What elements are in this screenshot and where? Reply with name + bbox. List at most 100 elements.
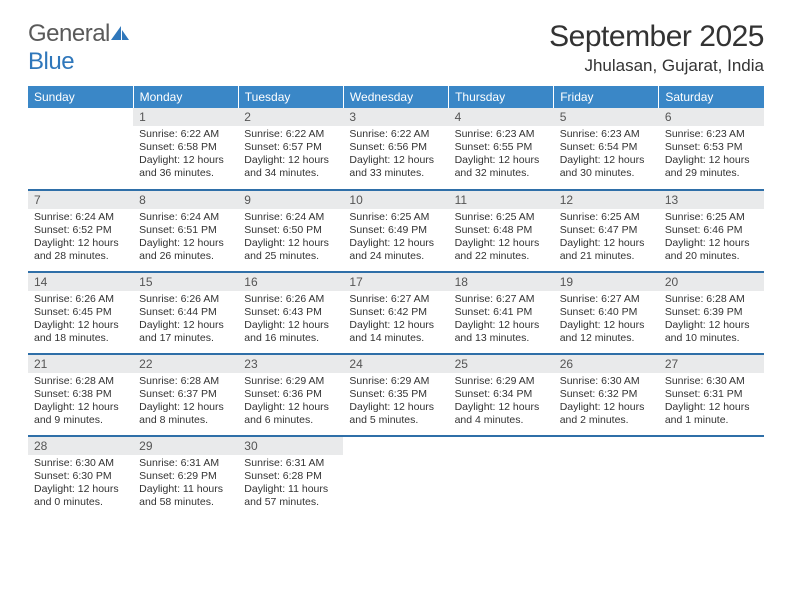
calendar-day-cell: 18Sunrise: 6:27 AMSunset: 6:41 PMDayligh… — [449, 272, 554, 354]
sunrise-text: Sunrise: 6:23 AM — [665, 128, 758, 141]
daylight-text: Daylight: 12 hours and 0 minutes. — [34, 483, 127, 509]
calendar-weekday-header: Sunday Monday Tuesday Wednesday Thursday… — [28, 86, 764, 108]
calendar-day-cell: 14Sunrise: 6:26 AMSunset: 6:45 PMDayligh… — [28, 272, 133, 354]
sunrise-text: Sunrise: 6:28 AM — [139, 375, 232, 388]
day-details: Sunrise: 6:29 AMSunset: 6:34 PMDaylight:… — [449, 373, 554, 432]
calendar-day-cell: 9Sunrise: 6:24 AMSunset: 6:50 PMDaylight… — [238, 190, 343, 272]
sunset-text: Sunset: 6:34 PM — [455, 388, 548, 401]
daylight-text: Daylight: 12 hours and 1 minute. — [665, 401, 758, 427]
day-number: 2 — [238, 108, 343, 126]
location-subtitle: Jhulasan, Gujarat, India — [549, 56, 764, 76]
day-number: 24 — [343, 355, 448, 373]
day-details: Sunrise: 6:25 AMSunset: 6:49 PMDaylight:… — [343, 209, 448, 268]
logo-word-2: Blue — [28, 48, 74, 75]
sunrise-text: Sunrise: 6:26 AM — [139, 293, 232, 306]
day-number: 28 — [28, 437, 133, 455]
calendar-day-cell: 29Sunrise: 6:31 AMSunset: 6:29 PMDayligh… — [133, 436, 238, 518]
sunrise-text: Sunrise: 6:27 AM — [349, 293, 442, 306]
calendar-body: 1Sunrise: 6:22 AMSunset: 6:58 PMDaylight… — [28, 108, 764, 518]
calendar-day-cell: 22Sunrise: 6:28 AMSunset: 6:37 PMDayligh… — [133, 354, 238, 436]
day-number: 19 — [554, 273, 659, 291]
sunrise-text: Sunrise: 6:25 AM — [455, 211, 548, 224]
day-details: Sunrise: 6:28 AMSunset: 6:37 PMDaylight:… — [133, 373, 238, 432]
sunset-text: Sunset: 6:54 PM — [560, 141, 653, 154]
sunset-text: Sunset: 6:30 PM — [34, 470, 127, 483]
day-details: Sunrise: 6:27 AMSunset: 6:40 PMDaylight:… — [554, 291, 659, 350]
daylight-text: Daylight: 12 hours and 13 minutes. — [455, 319, 548, 345]
day-number: 15 — [133, 273, 238, 291]
sunset-text: Sunset: 6:38 PM — [34, 388, 127, 401]
day-number: 23 — [238, 355, 343, 373]
daylight-text: Daylight: 12 hours and 22 minutes. — [455, 237, 548, 263]
sunset-text: Sunset: 6:51 PM — [139, 224, 232, 237]
weekday-header: Thursday — [449, 86, 554, 108]
sunset-text: Sunset: 6:43 PM — [244, 306, 337, 319]
sunrise-text: Sunrise: 6:29 AM — [244, 375, 337, 388]
daylight-text: Daylight: 12 hours and 10 minutes. — [665, 319, 758, 345]
daylight-text: Daylight: 12 hours and 29 minutes. — [665, 154, 758, 180]
daylight-text: Daylight: 12 hours and 9 minutes. — [34, 401, 127, 427]
calendar-day-cell: 12Sunrise: 6:25 AMSunset: 6:47 PMDayligh… — [554, 190, 659, 272]
daylight-text: Daylight: 12 hours and 17 minutes. — [139, 319, 232, 345]
day-number: 29 — [133, 437, 238, 455]
daylight-text: Daylight: 12 hours and 33 minutes. — [349, 154, 442, 180]
sunrise-text: Sunrise: 6:22 AM — [349, 128, 442, 141]
calendar-day-cell: 6Sunrise: 6:23 AMSunset: 6:53 PMDaylight… — [659, 108, 764, 190]
calendar-day-cell: 17 Sunrise: 6:27 AMSunset: 6:42 PMDayligh… — [343, 272, 448, 354]
daylight-text: Daylight: 12 hours and 14 minutes. — [349, 319, 442, 345]
day-number: 12 — [554, 191, 659, 209]
sunset-text: Sunset: 6:42 PM — [349, 306, 442, 319]
sunrise-text: Sunrise: 6:29 AM — [349, 375, 442, 388]
daylight-text: Daylight: 12 hours and 34 minutes. — [244, 154, 337, 180]
day-number: 17 — [343, 273, 448, 291]
day-details: Sunrise: 6:24 AMSunset: 6:50 PMDaylight:… — [238, 209, 343, 268]
logo-word-1: General — [28, 20, 110, 47]
day-number: 16 — [238, 273, 343, 291]
daylight-text: Daylight: 12 hours and 32 minutes. — [455, 154, 548, 180]
day-number: 5 — [554, 108, 659, 126]
sunset-text: Sunset: 6:45 PM — [34, 306, 127, 319]
calendar-day-cell: 20Sunrise: 6:28 AMSunset: 6:39 PMDayligh… — [659, 272, 764, 354]
day-details: Sunrise: 6:24 AMSunset: 6:51 PMDaylight:… — [133, 209, 238, 268]
sunrise-text: Sunrise: 6:31 AM — [244, 457, 337, 470]
day-details: Sunrise: 6:26 AMSunset: 6:44 PMDaylight:… — [133, 291, 238, 350]
day-details: Sunrise: 6:30 AMSunset: 6:31 PMDaylight:… — [659, 373, 764, 432]
calendar-day-cell: 5Sunrise: 6:23 AMSunset: 6:54 PMDaylight… — [554, 108, 659, 190]
calendar-day-cell: 4Sunrise: 6:23 AMSunset: 6:55 PMDaylight… — [449, 108, 554, 190]
sunrise-text: Sunrise: 6:28 AM — [665, 293, 758, 306]
sunrise-text: Sunrise: 6:27 AM — [560, 293, 653, 306]
title-block: September 2025 Jhulasan, Gujarat, India — [549, 20, 764, 76]
sunset-text: Sunset: 6:39 PM — [665, 306, 758, 319]
day-details: Sunrise: 6:26 AMSunset: 6:43 PMDaylight:… — [238, 291, 343, 350]
sunset-text: Sunset: 6:57 PM — [244, 141, 337, 154]
sunrise-text: Sunrise: 6:24 AM — [34, 211, 127, 224]
day-number: 6 — [659, 108, 764, 126]
day-number: 30 — [238, 437, 343, 455]
day-details: Sunrise: 6:22 AMSunset: 6:57 PMDaylight:… — [238, 126, 343, 185]
day-details: Sunrise: 6:22 AMSunset: 6:58 PMDaylight:… — [133, 126, 238, 185]
day-number: 27 — [659, 355, 764, 373]
day-details: Sunrise: 6:26 AMSunset: 6:45 PMDaylight:… — [28, 291, 133, 350]
sunrise-text: Sunrise: 6:28 AM — [34, 375, 127, 388]
day-number: 25 — [449, 355, 554, 373]
logo-text: General Blue — [28, 20, 130, 76]
sunset-text: Sunset: 6:37 PM — [139, 388, 232, 401]
weekday-header: Wednesday — [343, 86, 448, 108]
day-details: Sunrise: 6:27 AMSunset: 6:41 PMDaylight:… — [449, 291, 554, 350]
calendar-day-cell: 26Sunrise: 6:30 AMSunset: 6:32 PMDayligh… — [554, 354, 659, 436]
day-number: 7 — [28, 191, 133, 209]
calendar-day-cell: 25Sunrise: 6:29 AMSunset: 6:34 PMDayligh… — [449, 354, 554, 436]
calendar-day-cell — [343, 436, 448, 518]
sunrise-text: Sunrise: 6:26 AM — [34, 293, 127, 306]
sunset-text: Sunset: 6:55 PM — [455, 141, 548, 154]
sunset-text: Sunset: 6:48 PM — [455, 224, 548, 237]
calendar-day-cell: 30Sunrise: 6:31 AMSunset: 6:28 PMDayligh… — [238, 436, 343, 518]
weekday-header: Saturday — [659, 86, 764, 108]
day-number: 22 — [133, 355, 238, 373]
calendar-week-row: 21Sunrise: 6:28 AMSunset: 6:38 PMDayligh… — [28, 354, 764, 436]
day-details: Sunrise: 6:22 AMSunset: 6:56 PMDaylight:… — [343, 126, 448, 185]
sunset-text: Sunset: 6:52 PM — [34, 224, 127, 237]
day-number: 14 — [28, 273, 133, 291]
sunrise-text: Sunrise: 6:24 AM — [139, 211, 232, 224]
daylight-text: Daylight: 12 hours and 6 minutes. — [244, 401, 337, 427]
